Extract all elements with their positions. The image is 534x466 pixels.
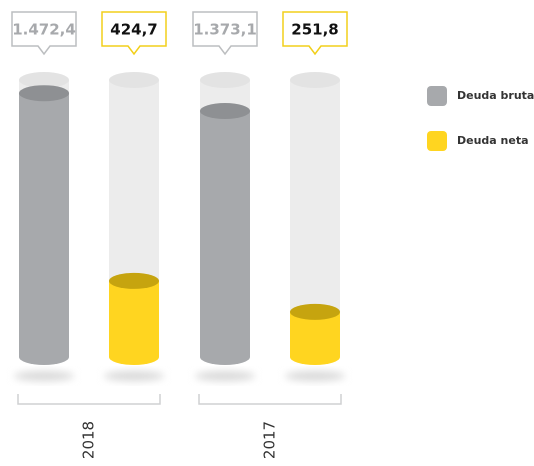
legend-swatch	[427, 86, 447, 106]
tube-top	[109, 72, 159, 88]
bar	[19, 93, 69, 357]
bar-top	[290, 303, 340, 320]
callout-box	[282, 11, 348, 56]
shadow	[104, 371, 164, 381]
callout-box	[192, 11, 258, 56]
bar	[109, 280, 159, 357]
value-label: 251,8	[291, 21, 338, 39]
shadow	[285, 371, 345, 381]
callout-box	[101, 11, 167, 56]
bar-top	[19, 85, 69, 102]
x-tick-label: 2018	[80, 421, 98, 459]
bar	[200, 110, 250, 358]
shadow	[195, 371, 255, 381]
bar-top	[200, 102, 250, 119]
tube-top	[290, 72, 340, 88]
bar-top	[109, 272, 159, 289]
callout-box	[11, 11, 77, 56]
legend-swatch	[427, 131, 447, 151]
value-label: 1.373,1	[193, 21, 257, 39]
legend-label: Deuda neta	[457, 134, 529, 147]
category-bracket	[198, 394, 342, 405]
legend-label: Deuda bruta	[457, 89, 534, 102]
value-label: 1.472,4	[12, 21, 76, 39]
value-label: 424,7	[110, 21, 157, 39]
tube-top	[200, 72, 250, 88]
category-bracket	[17, 394, 161, 405]
shadow	[14, 371, 74, 381]
tube-top	[19, 72, 69, 88]
x-tick-label: 2017	[261, 421, 279, 459]
